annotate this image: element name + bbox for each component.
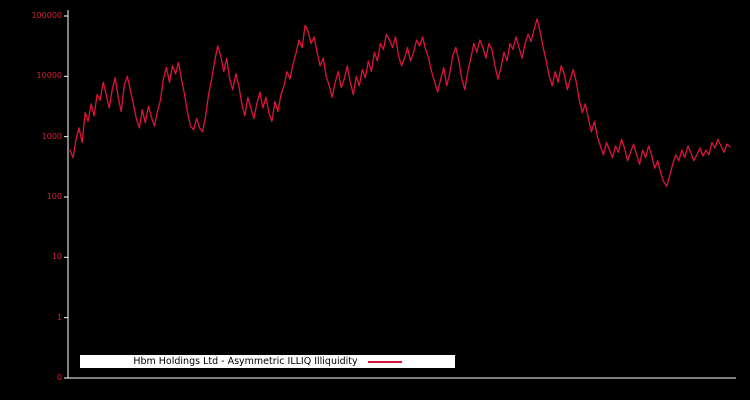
legend-line-sample-icon xyxy=(367,360,402,363)
y-tick-label: 0 xyxy=(56,373,62,382)
series-line xyxy=(69,18,731,188)
legend-label: Hbm Holdings Ltd - Asymmetric ILLIQ Illi… xyxy=(133,356,358,367)
y-tick-label: 10000 xyxy=(36,71,62,81)
y-tick-label: 100 xyxy=(46,192,62,201)
y-tick-label: 100000 xyxy=(31,11,62,20)
legend: Hbm Holdings Ltd - Asymmetric ILLIQ Illi… xyxy=(80,355,455,368)
y-tick-label: 10 xyxy=(51,252,62,262)
y-tick-label: 1 xyxy=(56,312,62,322)
y-tick-label: 1000 xyxy=(41,131,62,141)
